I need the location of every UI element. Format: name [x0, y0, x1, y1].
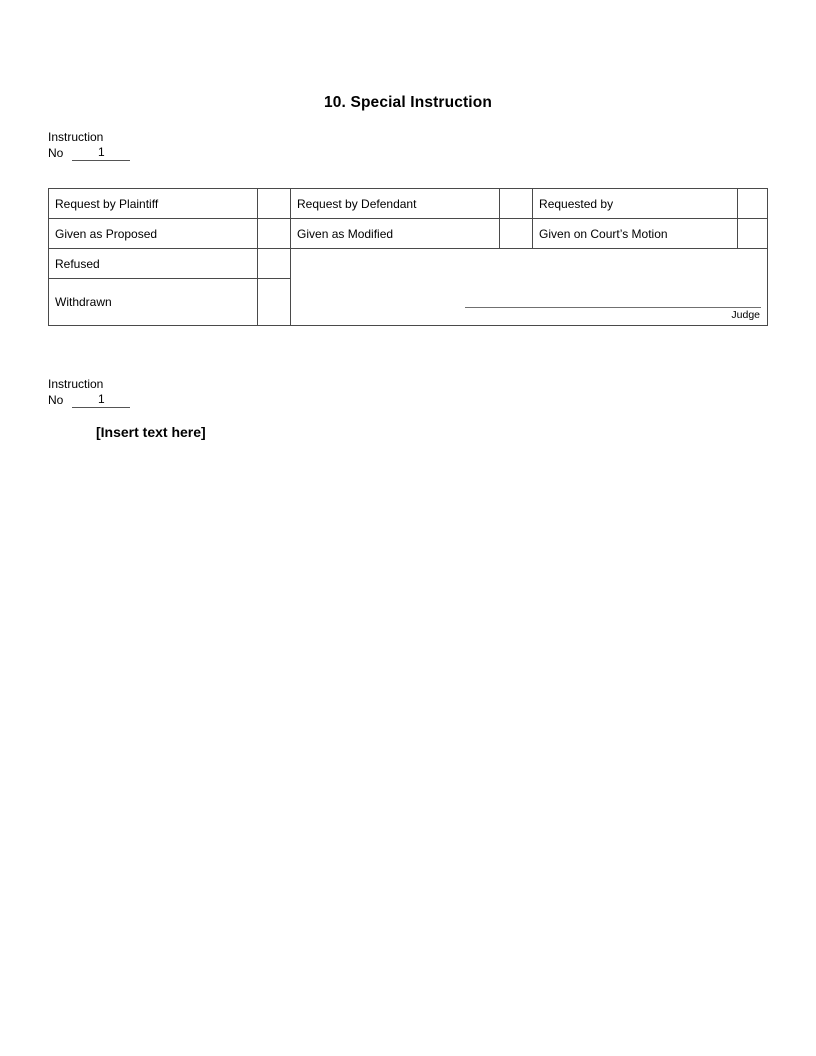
cell-request-by-defendant: Request by Defendant: [290, 188, 500, 219]
instruction-number-field[interactable]: 1: [72, 392, 131, 408]
instruction-number-block-2: Instruction No 1: [48, 377, 131, 408]
cell-requested-by: Requested by: [532, 188, 738, 219]
instruction-number-line: No 1: [48, 145, 131, 161]
insert-text-placeholder[interactable]: [Insert text here]: [96, 424, 206, 440]
checkbox-given-as-proposed[interactable]: [256, 218, 292, 249]
cell-withdrawn: Withdrawn: [48, 278, 258, 326]
instruction-number-block-1: Instruction No 1: [48, 130, 131, 161]
checkbox-request-by-defendant[interactable]: [498, 188, 534, 219]
judge-signature-line[interactable]: [465, 307, 761, 308]
table-row: Request by Plaintiff Request by Defendan…: [48, 188, 769, 219]
judge-signature-label: Judge: [731, 309, 760, 321]
table-row: Withdrawn: [48, 278, 768, 326]
judge-signature-cell: Judge: [290, 248, 768, 326]
checkbox-given-on-courts-motion[interactable]: [736, 218, 769, 249]
instruction-number-field[interactable]: 1: [72, 145, 131, 161]
checkbox-requested-by[interactable]: [736, 188, 769, 219]
instruction-label-line1: Instruction: [48, 130, 104, 144]
cell-refused: Refused: [48, 248, 258, 279]
checkbox-given-as-modified[interactable]: [498, 218, 534, 249]
instruction-no-label: No: [48, 146, 64, 160]
instruction-label-line1: Instruction: [48, 377, 104, 391]
instruction-number-line: No 1: [48, 392, 131, 408]
instruction-disposition-table: Request by Plaintiff Request by Defendan…: [48, 188, 769, 326]
cell-given-as-modified: Given as Modified: [290, 218, 500, 249]
checkbox-request-by-plaintiff[interactable]: [256, 188, 292, 219]
table-row: Given as Proposed Given as Modified Give…: [48, 218, 769, 249]
table-row: Refused Judge: [48, 248, 768, 326]
instruction-no-label: No: [48, 393, 64, 407]
cell-request-by-plaintiff: Request by Plaintiff: [48, 188, 258, 219]
page-title: 10. Special Instruction: [324, 94, 492, 111]
cell-given-as-proposed: Given as Proposed: [48, 218, 258, 249]
judge-signature-block: Judge: [465, 307, 761, 322]
checkbox-refused[interactable]: [256, 248, 292, 279]
checkbox-withdrawn[interactable]: [256, 278, 292, 326]
cell-given-on-courts-motion: Given on Court’s Motion: [532, 218, 738, 249]
